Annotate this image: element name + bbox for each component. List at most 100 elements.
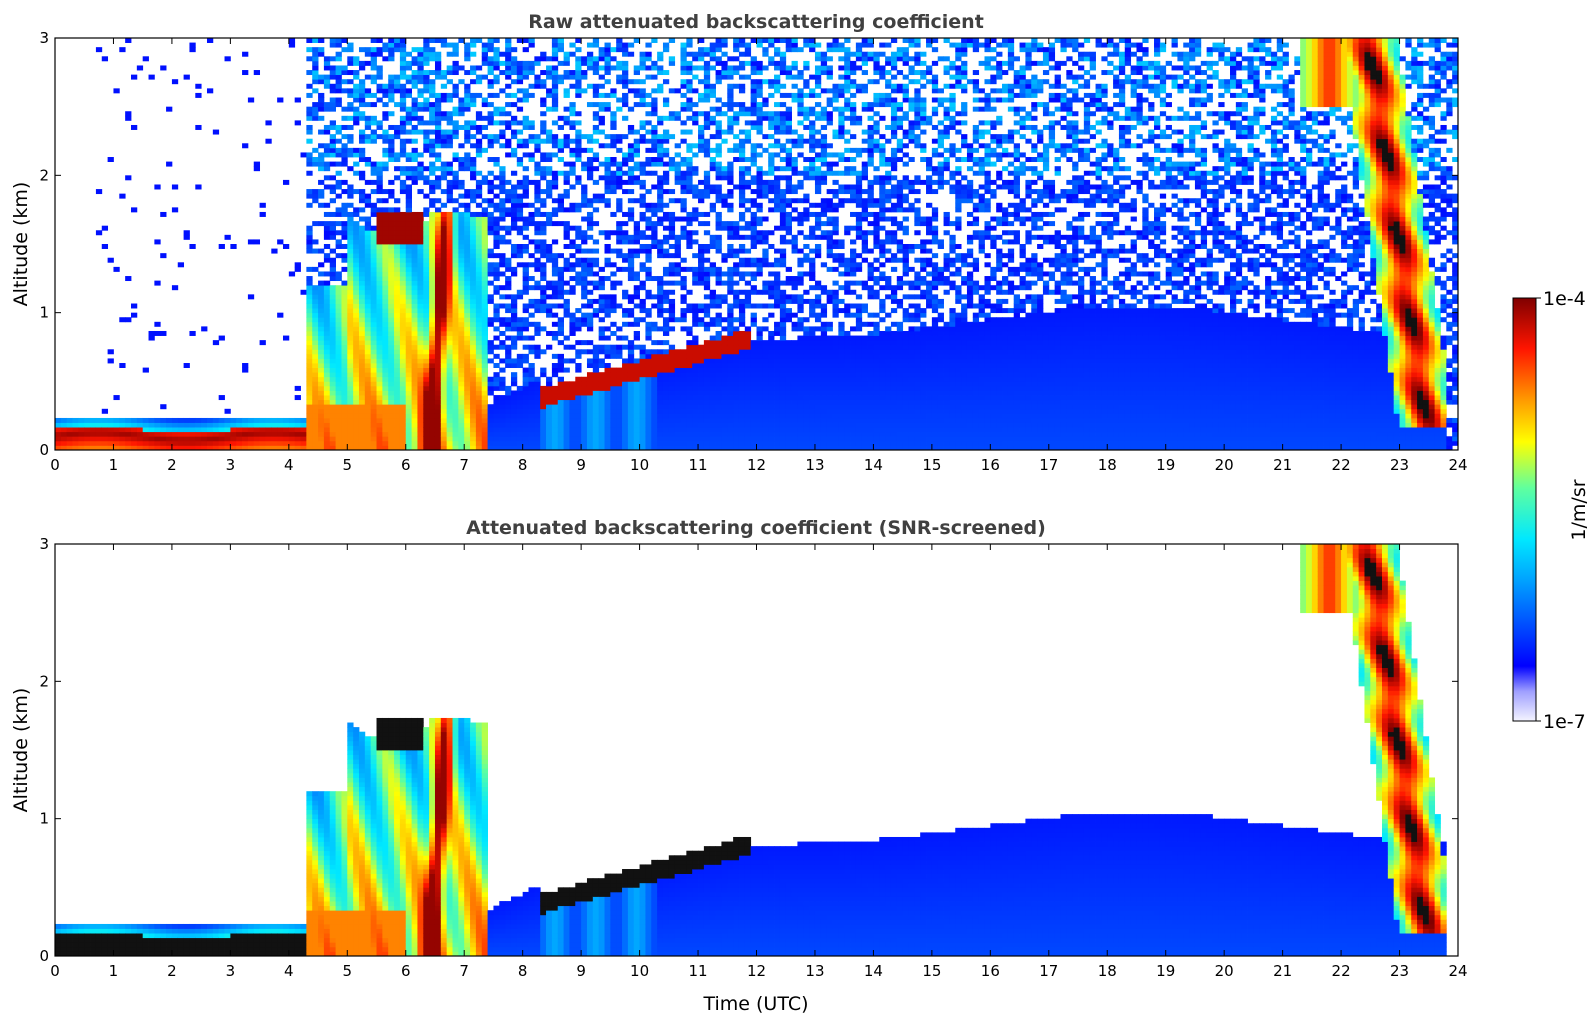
heatmap-cell bbox=[458, 308, 465, 314]
heatmap-cell bbox=[715, 363, 722, 368]
heatmap-cell bbox=[487, 294, 494, 300]
heatmap-cell bbox=[458, 124, 465, 130]
heatmap-cell bbox=[662, 294, 670, 300]
heatmap-cell bbox=[586, 358, 594, 364]
heatmap-cell bbox=[709, 395, 716, 401]
heatmap-cell bbox=[440, 280, 448, 286]
heatmap-cell bbox=[452, 70, 459, 76]
heatmap-cell bbox=[306, 124, 313, 130]
heatmap-cell bbox=[493, 276, 500, 282]
heatmap-cell bbox=[703, 427, 711, 433]
heatmap-cell bbox=[680, 138, 687, 144]
heatmap-cell bbox=[622, 65, 629, 71]
heatmap-cell bbox=[505, 92, 512, 98]
heatmap-cell bbox=[353, 221, 360, 227]
heatmap-cell bbox=[423, 276, 430, 282]
heatmap-cell bbox=[703, 385, 711, 391]
heatmap-cell bbox=[206, 422, 214, 428]
heatmap-cell bbox=[581, 381, 588, 387]
heatmap-cell bbox=[405, 230, 412, 236]
heatmap-cell bbox=[698, 431, 705, 437]
heatmap-cell bbox=[394, 257, 401, 263]
heatmap-cell bbox=[440, 372, 448, 378]
heatmap-cell bbox=[434, 363, 442, 368]
heatmap-cell bbox=[423, 399, 430, 405]
heatmap-cell bbox=[610, 344, 617, 350]
heatmap-cell bbox=[534, 399, 541, 405]
heatmap-cell bbox=[434, 280, 442, 286]
heatmap-cell bbox=[212, 129, 220, 135]
heatmap-cell bbox=[417, 253, 424, 259]
heatmap-cell bbox=[505, 56, 512, 62]
heatmap-cell bbox=[259, 436, 266, 442]
heatmap-cell bbox=[680, 372, 687, 378]
heatmap-cell bbox=[318, 202, 325, 208]
heatmap-cell bbox=[388, 303, 395, 309]
heatmap-cell bbox=[522, 234, 529, 240]
heatmap-cell bbox=[347, 372, 354, 378]
heatmap-cell bbox=[417, 404, 424, 410]
heatmap-cell bbox=[429, 353, 436, 359]
heatmap-cell bbox=[370, 404, 377, 410]
heatmap-cell bbox=[680, 308, 687, 314]
heatmap-cell bbox=[464, 202, 471, 208]
heatmap-cell bbox=[709, 358, 716, 364]
heatmap-cell bbox=[364, 253, 372, 259]
heatmap-cell bbox=[715, 436, 722, 442]
heatmap-cell bbox=[522, 143, 529, 149]
heatmap-cell bbox=[423, 74, 430, 80]
heatmap-cell bbox=[674, 367, 681, 373]
heatmap-cell bbox=[405, 385, 412, 391]
heatmap-cell bbox=[265, 422, 272, 428]
heatmap-cell bbox=[622, 42, 629, 48]
heatmap-cell bbox=[429, 111, 436, 117]
heatmap-cell bbox=[335, 372, 342, 378]
heatmap-cell bbox=[575, 363, 582, 368]
heatmap-cell bbox=[423, 298, 430, 304]
heatmap-cell bbox=[470, 244, 477, 249]
heatmap-cell bbox=[323, 253, 331, 259]
heatmap-cell bbox=[358, 390, 366, 396]
heatmap-cell bbox=[633, 138, 640, 144]
heatmap-cell bbox=[318, 294, 325, 300]
heatmap-cell bbox=[686, 102, 693, 108]
heatmap-cell bbox=[370, 372, 377, 378]
heatmap-cell bbox=[452, 385, 459, 391]
heatmap-cell bbox=[610, 184, 617, 190]
heatmap-cell bbox=[475, 440, 483, 446]
heatmap-cell bbox=[411, 152, 418, 158]
heatmap-cell bbox=[423, 289, 430, 295]
heatmap-cell bbox=[312, 326, 319, 332]
heatmap-cell bbox=[358, 427, 366, 433]
heatmap-cell bbox=[569, 70, 576, 76]
heatmap-cell bbox=[458, 193, 465, 199]
heatmap-cell bbox=[505, 349, 512, 355]
heatmap-cell bbox=[417, 390, 424, 396]
heatmap-cell bbox=[329, 330, 336, 336]
heatmap-cell bbox=[452, 422, 459, 428]
heatmap-cell bbox=[318, 308, 325, 314]
heatmap-cell bbox=[528, 134, 535, 140]
heatmap-cell bbox=[358, 413, 366, 419]
heatmap-cell bbox=[452, 88, 459, 94]
heatmap-cell bbox=[394, 427, 401, 433]
heatmap-cell bbox=[452, 317, 459, 323]
heatmap-cell bbox=[405, 152, 412, 158]
heatmap-cell bbox=[680, 276, 687, 282]
heatmap-cell bbox=[575, 408, 582, 414]
heatmap-cell bbox=[522, 202, 529, 208]
heatmap-cell bbox=[440, 239, 448, 245]
heatmap-cell bbox=[470, 266, 477, 272]
heatmap-cell bbox=[662, 395, 670, 401]
heatmap-cell bbox=[639, 170, 646, 176]
heatmap-cell bbox=[622, 376, 629, 382]
heatmap-cell bbox=[154, 330, 161, 336]
heatmap-cell bbox=[335, 321, 342, 327]
heatmap-cell bbox=[347, 381, 354, 387]
heatmap-cell bbox=[446, 65, 453, 71]
heatmap-cell bbox=[318, 152, 325, 158]
heatmap-cell bbox=[183, 440, 190, 446]
heatmap-cell bbox=[563, 404, 570, 410]
heatmap-cell bbox=[645, 102, 652, 108]
heatmap-cell bbox=[510, 202, 518, 208]
